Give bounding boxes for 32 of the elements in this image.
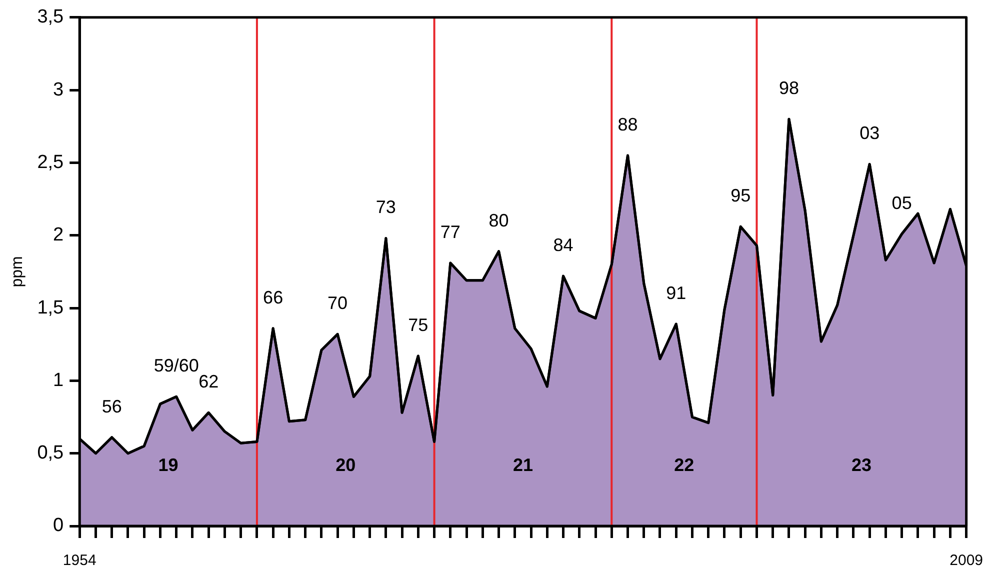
annotation: 80 (488, 210, 509, 230)
annotation: 23 (852, 454, 872, 475)
annotation: 70 (328, 293, 348, 314)
annotation: 77 (440, 222, 460, 242)
x-tick-label: 2009 (950, 552, 984, 570)
annotation: 20 (336, 454, 356, 475)
annotation: 73 (376, 197, 396, 218)
annotation: 03 (860, 123, 880, 144)
annotation: 75 (408, 314, 428, 335)
annotation: 56 (102, 396, 122, 416)
annotation: 21 (512, 454, 533, 475)
y-tick-label: 1 (53, 370, 64, 391)
annotation: 66 (263, 287, 284, 308)
annotation: 84 (553, 235, 574, 256)
annotation: 22 (674, 454, 694, 475)
y-tick-label: 0,5 (37, 442, 64, 464)
annotation: 19 (158, 454, 178, 475)
y-tick-label: 2,5 (37, 152, 64, 173)
y-tick-label: 3,5 (37, 6, 64, 28)
annotation: 98 (778, 78, 799, 98)
y-tick-label: 0 (53, 515, 64, 536)
annotation: 05 (892, 192, 912, 213)
y-tick-label: 1,5 (37, 297, 64, 318)
y-tick-label: 3 (53, 79, 64, 100)
annotation: 62 (198, 372, 219, 392)
annotation: 91 (666, 282, 686, 303)
x-tick-label: 1954 (62, 552, 96, 570)
annotation: 59/60 (154, 356, 199, 376)
annotation: 88 (618, 114, 638, 134)
y-tick-label: 2 (53, 224, 64, 246)
annotation: 95 (730, 186, 751, 206)
y-axis-title: ppm (9, 256, 26, 288)
